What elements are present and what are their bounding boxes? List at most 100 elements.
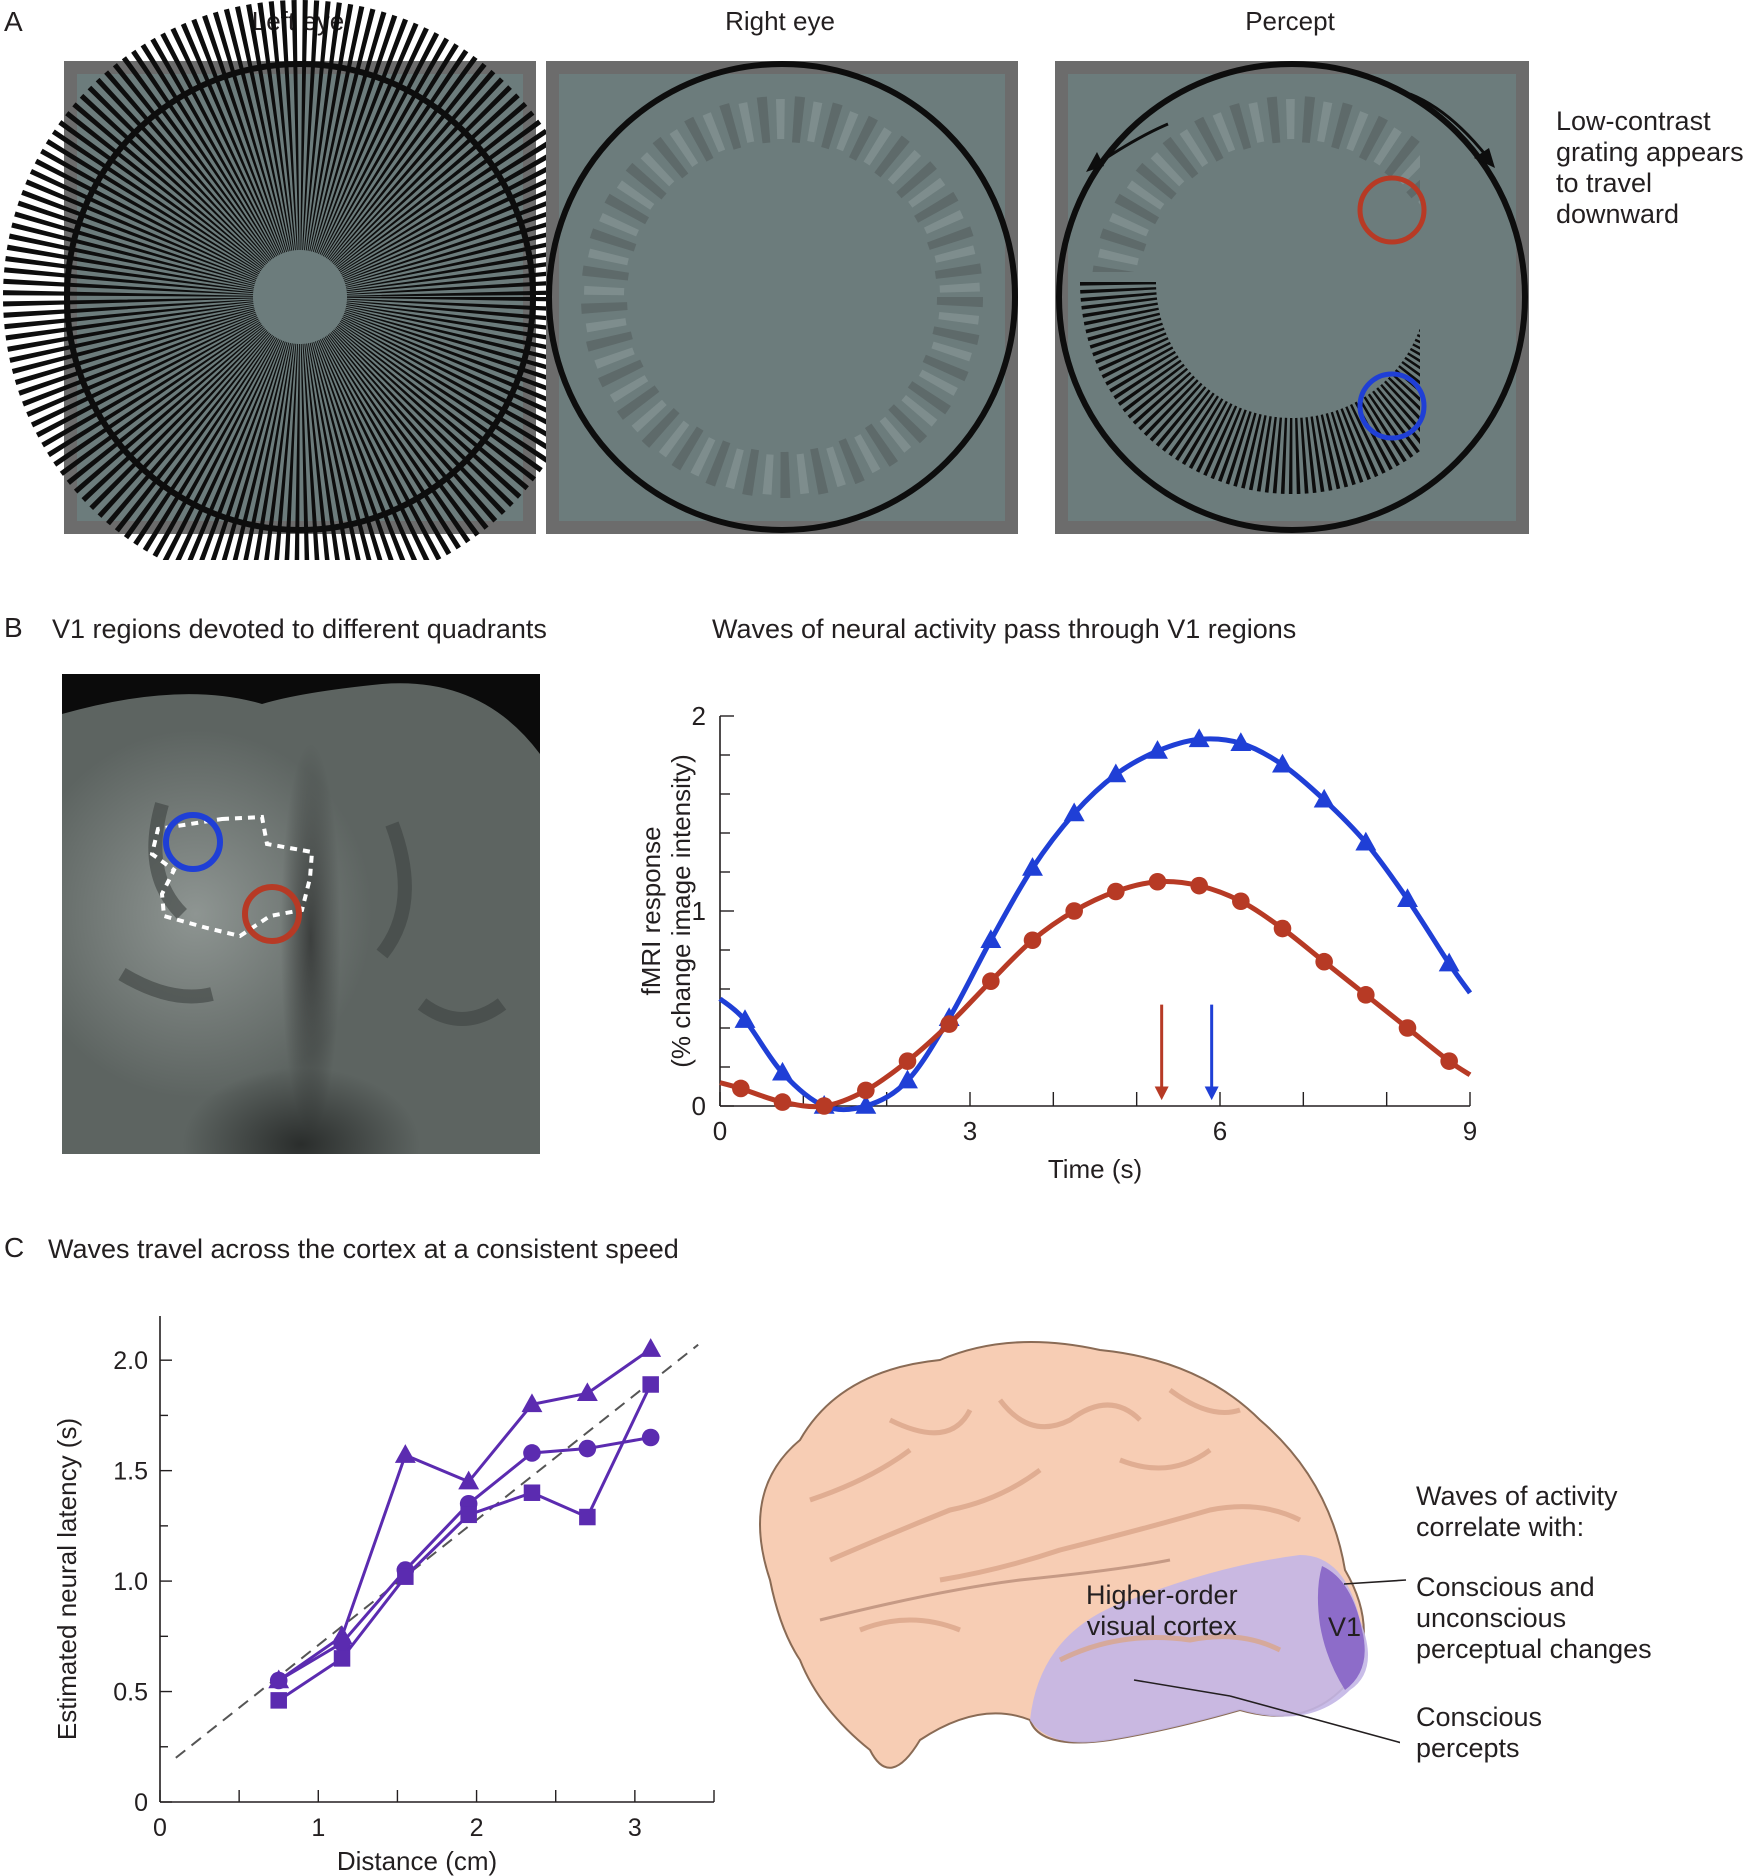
data-point-circle: [815, 1097, 833, 1115]
data-point-circle: [1107, 882, 1125, 901]
data-point-circle: [578, 1439, 597, 1458]
data-point-circle: [1065, 902, 1083, 920]
data-point-square: [523, 1484, 541, 1501]
y-tick-label: 0.5: [113, 1679, 148, 1707]
conscious-percepts-leader: [1133, 1679, 1231, 1697]
fmri-response-chart: 0 1 2 0 3 6 9 Time (s) fMRI response (% change im…: [636, 701, 1477, 1184]
panel-b-letter: B: [4, 612, 23, 643]
data-point-circle: [641, 1428, 660, 1447]
conscious-unconscious-label: Conscious and unconscious perceptual cha…: [1416, 1572, 1652, 1665]
label-line: Conscious: [1416, 1702, 1543, 1732]
y-axis-label-line: fMRI response: [636, 826, 666, 995]
data-point-circle: [1190, 876, 1208, 895]
y-axis-label-line: (% change image intensity): [666, 754, 696, 1068]
data-point-square: [270, 1692, 287, 1709]
data-point-triangle: [394, 1444, 416, 1463]
data-point-circle: [1440, 1052, 1458, 1070]
aperture-ring: [1056, 61, 1528, 533]
x-tick-label: 9: [1463, 1116, 1477, 1146]
data-point-circle: [1232, 892, 1250, 911]
x-tick-label: 6: [1213, 1116, 1227, 1146]
data-point-circle: [940, 1015, 958, 1033]
data-point-circle: [1148, 872, 1167, 891]
data-point-circle: [898, 1052, 917, 1070]
panel-c-letter: C: [4, 1232, 25, 1263]
annotation-line: downward: [1556, 199, 1680, 229]
data-point-triangle: [897, 1069, 918, 1089]
x-tick-label: 3: [963, 1116, 977, 1146]
data-point-triangle: [1188, 728, 1210, 748]
annotation-line: Low-contrast: [1556, 106, 1711, 136]
x-axis-label: Time (s): [1048, 1154, 1142, 1184]
red-roi-circle: [242, 884, 302, 944]
data-point-triangle: [576, 1382, 598, 1402]
peak-arrowhead: [1154, 1086, 1169, 1101]
latency-chart: 0 0.5 1.0 1.5 2.0 0 1 2 3 Distance (cm) Estimated …: [52, 1316, 715, 1876]
v1-leader-line: [1343, 1579, 1407, 1585]
label-line: correlate with:: [1416, 1512, 1585, 1542]
label-line: Conscious and: [1416, 1572, 1595, 1602]
data-point-circle: [982, 972, 1000, 990]
data-point-triangle: [1397, 888, 1418, 907]
data-point-triangle: [1105, 763, 1127, 783]
y-tick-label: 0: [134, 1789, 148, 1817]
data-point-triangle: [1438, 952, 1460, 972]
x-axis-label: Distance (cm): [337, 1846, 497, 1876]
percept-panel: [1055, 61, 1529, 534]
higher-order-label: Higher-order visual cortex: [1086, 1580, 1238, 1642]
aperture-ring: [64, 61, 536, 533]
y-tick-label: 1.0: [113, 1568, 148, 1596]
conscious-percepts-label: Conscious percepts: [1416, 1702, 1542, 1764]
data-point-triangle: [521, 1393, 543, 1413]
data-point-circle: [269, 1671, 288, 1690]
y-tick-label: 1: [692, 896, 706, 926]
data-point-triangle: [1272, 753, 1293, 773]
data-point-circle: [732, 1079, 750, 1098]
peak-arrowhead: [1204, 1086, 1219, 1101]
panel-b-left-title: V1 regions devoted to different quadrant…: [52, 614, 547, 644]
v1-region: [1317, 1566, 1365, 1690]
label-line: visual cortex: [1086, 1611, 1237, 1641]
y-tick-label: 0: [692, 1091, 706, 1121]
data-point-triangle: [855, 1095, 877, 1114]
v1-outline: [149, 814, 315, 939]
mri-overlay: [62, 674, 540, 1026]
series-line-triangle: [718, 736, 1473, 1113]
data-point-triangle: [1147, 740, 1168, 759]
data-point-square: [579, 1508, 596, 1526]
percept-annotation: Low-contrast grating appears to travel d…: [1556, 106, 1744, 230]
y-axis-label: Estimated neural latency (s): [52, 1418, 82, 1740]
data-point-triangle: [1022, 857, 1043, 876]
panel-b-right-title: Waves of neural activity pass through V1…: [712, 614, 1297, 644]
data-point-circle: [333, 1634, 351, 1652]
data-point-circle: [1357, 986, 1375, 1004]
data-point-triangle: [1230, 732, 1252, 751]
x-tick-label: 3: [628, 1814, 642, 1842]
blue-roi-circle: [1357, 371, 1427, 441]
data-point-triangle: [1355, 831, 1377, 851]
data-point-triangle: [1063, 802, 1085, 822]
blue-roi-circle: [163, 812, 223, 872]
data-point-triangle: [458, 1470, 480, 1490]
data-point-triangle: [980, 929, 1002, 948]
waves-header: Waves of activity correlate with:: [1416, 1481, 1618, 1543]
v1-label: V1: [1328, 1612, 1362, 1642]
data-point-triangle: [734, 1009, 756, 1028]
right-eye-label: Right eye: [725, 6, 835, 36]
panel-a-letter: A: [4, 6, 23, 37]
x-tick-label: 0: [153, 1814, 167, 1842]
percept-label: Percept: [1245, 6, 1335, 36]
data-point-square: [397, 1568, 414, 1585]
y-axis-label: fMRI response (% change image intensity): [636, 754, 696, 1068]
data-point-circle: [523, 1444, 541, 1462]
y-tick-label: 1.5: [113, 1458, 148, 1486]
data-point-triangle: [640, 1338, 662, 1357]
x-tick-label: 1: [311, 1814, 325, 1842]
label-line: unconscious: [1416, 1603, 1567, 1633]
data-point-triangle: [1313, 788, 1335, 808]
x-tick-label: 2: [470, 1814, 484, 1842]
label-line: Waves of activity: [1416, 1481, 1618, 1511]
label-line: perceptual changes: [1416, 1634, 1652, 1664]
annotation-line: to travel: [1556, 168, 1653, 198]
panel-c-title: Waves travel across the cortex at a cons…: [48, 1234, 679, 1264]
